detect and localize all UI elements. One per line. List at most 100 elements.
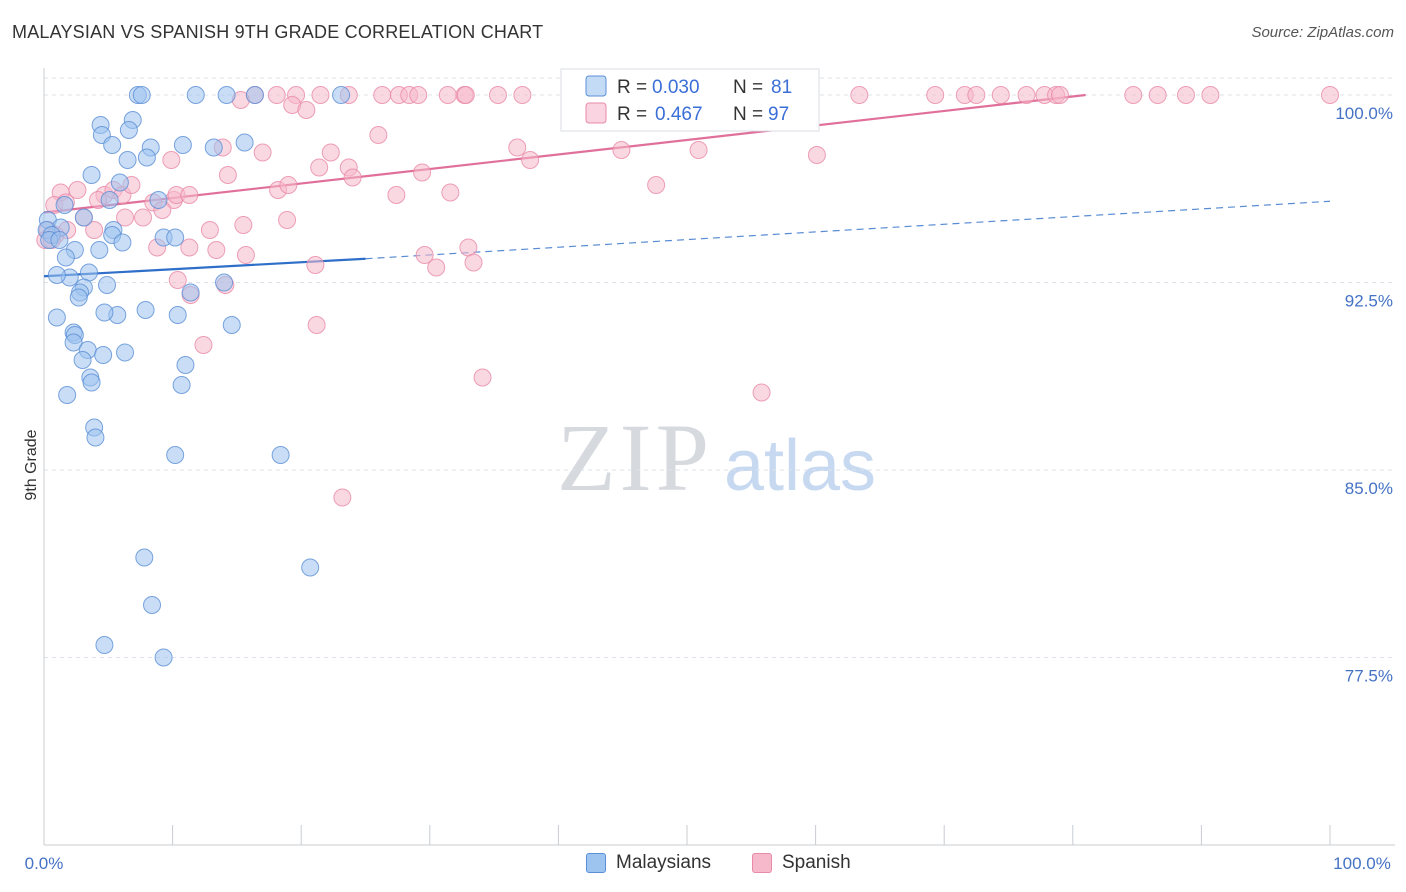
point-spanish <box>413 163 432 182</box>
point-spanish <box>850 86 869 104</box>
point-malaysian <box>135 548 154 567</box>
point-spanish <box>1124 86 1143 104</box>
point-malaysian <box>50 231 69 249</box>
point-malaysian <box>103 136 122 154</box>
legend-r-label-malaysians: R = <box>617 77 647 98</box>
point-spanish <box>1176 86 1195 104</box>
point-spanish <box>612 141 631 159</box>
legend-n-label-spanish: N = <box>733 104 763 125</box>
point-malaysian <box>95 636 114 654</box>
point-malaysian <box>245 86 264 104</box>
point-spanish <box>311 86 330 104</box>
watermark-atlas: atlas <box>724 426 876 506</box>
point-spanish <box>752 383 771 402</box>
y-tick-label: 85.0% <box>1345 479 1393 498</box>
legend-item-malaysians: Malaysians <box>586 852 711 874</box>
point-spanish <box>267 86 286 104</box>
point-malaysian <box>90 241 109 259</box>
point-spanish <box>1321 86 1339 104</box>
point-malaysian <box>95 303 114 322</box>
point-spanish <box>278 211 297 229</box>
point-malaysian <box>204 138 223 157</box>
point-malaysian <box>186 86 205 104</box>
point-malaysian <box>168 306 187 324</box>
legend-n-value-spanish: 97 <box>768 104 789 125</box>
point-spanish <box>207 241 226 259</box>
legend-swatch-malaysians <box>585 75 607 97</box>
legend-n-value-malaysians: 81 <box>771 77 792 98</box>
point-malaysian <box>149 191 168 209</box>
point-malaysian <box>118 151 137 169</box>
point-malaysian <box>137 148 156 167</box>
point-spanish <box>513 86 532 104</box>
point-spanish <box>1148 86 1167 104</box>
point-spanish <box>456 86 475 104</box>
point-spanish <box>343 168 362 187</box>
point-spanish <box>807 146 826 164</box>
trend-line-malaysians-dashed <box>365 200 1331 260</box>
point-spanish <box>68 181 87 199</box>
point-spanish <box>310 158 329 177</box>
point-spanish <box>689 141 708 159</box>
point-spanish <box>134 208 153 227</box>
point-spanish <box>459 238 478 257</box>
point-malaysian <box>82 373 101 392</box>
point-spanish <box>116 208 135 227</box>
point-spanish <box>926 86 945 104</box>
point-spanish <box>180 186 199 204</box>
point-malaysian <box>73 351 92 369</box>
point-spanish <box>253 143 272 162</box>
legend-r-value-malaysians: 0.030 <box>652 77 700 98</box>
stats-legend: R = 0.030 N = 81 R = 0.467 N = 97 <box>560 68 820 132</box>
source-label: Source: ZipAtlas.com <box>1251 24 1394 41</box>
point-malaysian <box>143 596 162 614</box>
y-tick-label: 100.0% <box>1335 104 1393 123</box>
point-malaysian <box>154 648 173 667</box>
point-malaysian <box>332 86 351 104</box>
point-spanish <box>647 176 666 194</box>
point-spanish <box>1017 86 1036 104</box>
legend-label-malaysians: Malaysians <box>616 852 712 873</box>
axes: 77.5% 85.0% 92.5% 100.0% 0.0% 100.0% <box>25 68 1395 873</box>
point-malaysian <box>58 386 77 404</box>
point-spanish <box>1201 86 1220 104</box>
trend-line-spanish <box>43 93 1086 214</box>
point-malaysian <box>235 133 254 152</box>
point-malaysian <box>86 428 105 447</box>
x-tick-label-max: 100.0% <box>1333 854 1391 873</box>
point-malaysian <box>47 266 66 284</box>
point-malaysian <box>172 376 191 394</box>
point-malaysian <box>98 276 117 294</box>
point-malaysian <box>271 446 290 464</box>
point-malaysian <box>64 333 83 352</box>
gridlines <box>44 77 1395 658</box>
point-spanish <box>306 256 325 274</box>
chart-title: MALAYSIAN VS SPANISH 9TH GRADE CORRELATI… <box>12 22 544 42</box>
y-axis-label: 9th Grade <box>23 429 40 500</box>
point-spanish <box>200 221 219 239</box>
point-spanish <box>162 151 181 169</box>
point-malaysian <box>47 308 66 327</box>
point-spanish <box>409 86 428 104</box>
point-spanish <box>438 86 457 104</box>
point-malaysian <box>94 346 113 364</box>
point-malaysian <box>113 233 132 252</box>
point-spanish <box>297 101 316 119</box>
series-legend: Malaysians Spanish <box>0 846 1406 882</box>
legend-swatch-malaysians-bottom <box>586 853 606 873</box>
point-malaysian <box>55 196 74 214</box>
point-malaysian <box>215 273 234 292</box>
x-tick-label-min: 0.0% <box>25 854 64 873</box>
point-malaysian <box>56 248 75 267</box>
point-spanish <box>508 138 527 157</box>
point-malaysian <box>166 228 185 247</box>
point-spanish <box>464 253 483 272</box>
legend-r-label-spanish: R = <box>617 104 647 125</box>
point-spanish <box>1050 86 1069 104</box>
legend-label-spanish: Spanish <box>782 852 851 873</box>
legend-item-spanish: Spanish <box>752 852 851 874</box>
point-malaysian <box>217 86 236 104</box>
point-malaysian <box>119 121 138 139</box>
legend-swatch-spanish-bottom <box>752 853 772 873</box>
